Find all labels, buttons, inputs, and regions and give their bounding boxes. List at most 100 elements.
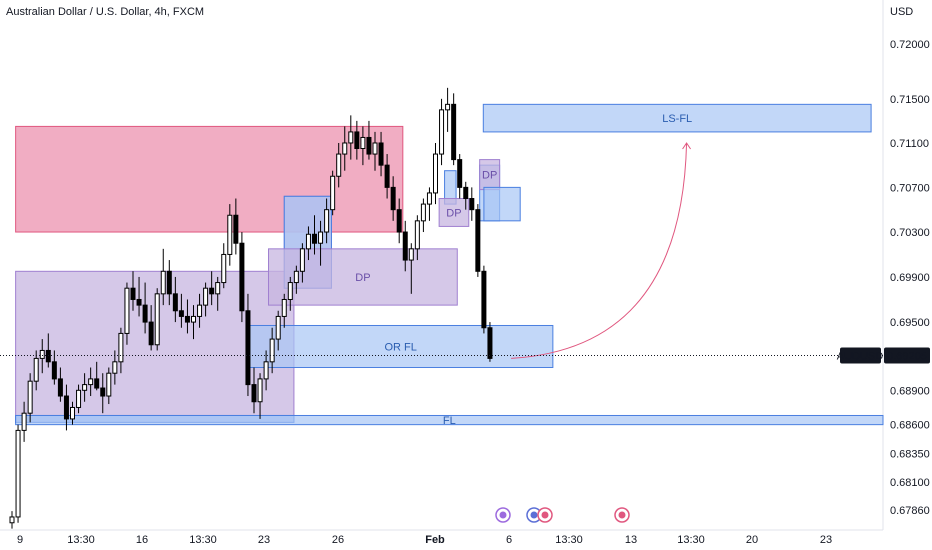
x-tick-label: 13:30 bbox=[189, 534, 217, 546]
candle-body bbox=[463, 186, 469, 200]
y-tick-label: 0.68100 bbox=[890, 477, 930, 489]
zone-blue-13[interactable] bbox=[483, 186, 521, 222]
candle-body bbox=[318, 231, 324, 244]
candle-body bbox=[148, 321, 154, 346]
candle-body bbox=[263, 361, 269, 380]
candle-body bbox=[136, 298, 142, 306]
symbol-tag bbox=[840, 347, 881, 364]
zone-label: LS-FL bbox=[662, 113, 692, 125]
x-tick-label: 23 bbox=[820, 534, 832, 546]
lightning-icon-dot bbox=[499, 511, 507, 519]
candle-body bbox=[451, 103, 457, 161]
candle-body bbox=[166, 270, 172, 295]
y-tick-label: 0.67860 bbox=[890, 505, 930, 517]
y-tick-label: 0.68600 bbox=[890, 420, 930, 432]
x-tick-label: 13 bbox=[625, 534, 637, 546]
x-tick-label: 20 bbox=[746, 534, 758, 546]
currency-label: USD bbox=[890, 6, 914, 18]
candle-body bbox=[457, 159, 463, 188]
candle-body bbox=[354, 131, 360, 150]
candle-body bbox=[45, 349, 51, 363]
zone-label: DP bbox=[446, 207, 461, 219]
candle-body bbox=[330, 175, 336, 211]
x-tick-label: Feb bbox=[425, 534, 445, 546]
candle-body bbox=[475, 209, 481, 272]
y-tick-label: 0.71500 bbox=[890, 94, 930, 106]
candle-body bbox=[372, 142, 378, 155]
candle-body bbox=[51, 361, 57, 380]
event-flag-icon[interactable] bbox=[614, 507, 630, 523]
x-tick-label: 23 bbox=[258, 534, 270, 546]
candle-body bbox=[384, 164, 390, 188]
y-tick-label: 0.72000 bbox=[890, 39, 930, 51]
candle-body bbox=[281, 298, 287, 317]
candle-body bbox=[348, 131, 354, 144]
candle-body bbox=[336, 153, 342, 177]
candle-body bbox=[251, 384, 257, 403]
candle-body bbox=[433, 153, 438, 194]
candle-body bbox=[76, 389, 82, 408]
x-tick-label: 6 bbox=[506, 534, 512, 546]
event-flag-icon-dot bbox=[530, 511, 538, 519]
candle-body bbox=[33, 357, 39, 382]
candle-body bbox=[82, 384, 88, 391]
y-tick-label: 0.69500 bbox=[890, 317, 930, 329]
candle-body bbox=[203, 287, 209, 306]
arrow-head-icon bbox=[682, 142, 691, 150]
candle-body bbox=[21, 412, 27, 431]
y-tick-label: 0.70700 bbox=[890, 182, 930, 194]
candle-body bbox=[178, 310, 184, 317]
candle-body bbox=[215, 282, 221, 295]
x-tick-label: 13:30 bbox=[555, 534, 583, 546]
candle-body bbox=[378, 142, 384, 166]
x-tick-label: 26 bbox=[332, 534, 344, 546]
candle-body bbox=[63, 395, 69, 420]
candle-body bbox=[142, 304, 148, 323]
candle-body bbox=[94, 378, 100, 389]
zone-fl[interactable] bbox=[15, 414, 884, 426]
x-tick-label: 9 bbox=[17, 534, 23, 546]
last-price-value: 0.69205 bbox=[887, 351, 927, 363]
y-tick-label: 0.68350 bbox=[890, 448, 930, 460]
y-tick-label: 0.68900 bbox=[890, 385, 930, 397]
candle-body bbox=[305, 233, 311, 250]
candle-body bbox=[439, 109, 445, 155]
y-tick-label: 0.71100 bbox=[890, 138, 929, 150]
candle-body bbox=[209, 287, 215, 295]
candle-body bbox=[154, 293, 160, 346]
candle-body bbox=[293, 270, 299, 284]
candle-body bbox=[390, 186, 396, 211]
candle-body bbox=[184, 315, 190, 323]
candle-body bbox=[27, 380, 33, 414]
candle-body bbox=[172, 293, 178, 312]
lightning-icon[interactable] bbox=[495, 507, 511, 523]
candle-body bbox=[197, 304, 203, 317]
candle-body bbox=[239, 242, 245, 312]
candle-body bbox=[287, 282, 293, 300]
candle-body bbox=[57, 378, 63, 397]
event-flag-icon[interactable] bbox=[537, 507, 553, 523]
candle-body bbox=[312, 233, 317, 244]
zone-ls-fl[interactable] bbox=[482, 103, 872, 133]
chart-title: Australian Dollar / U.S. Dollar, 4h, FXC… bbox=[6, 6, 205, 18]
candle-body bbox=[366, 136, 372, 155]
candle-body bbox=[299, 248, 305, 272]
candle-body bbox=[106, 372, 112, 397]
candle-body bbox=[221, 253, 227, 284]
candle-body bbox=[342, 142, 348, 155]
event-flag-icon-dot bbox=[618, 511, 626, 519]
candle-body bbox=[396, 209, 402, 233]
candle-body bbox=[408, 248, 414, 261]
x-tick-label: 16 bbox=[136, 534, 148, 546]
candle-body bbox=[112, 361, 118, 374]
candle-body bbox=[245, 310, 251, 386]
zone-or-fl[interactable] bbox=[248, 324, 554, 369]
y-tick-label: 0.70300 bbox=[890, 227, 930, 239]
candle-body bbox=[275, 315, 281, 340]
candle-body bbox=[227, 214, 233, 255]
candle-body bbox=[324, 209, 330, 233]
candle-body bbox=[445, 103, 451, 111]
zone-dp[interactable] bbox=[438, 198, 470, 227]
candle-body bbox=[160, 270, 166, 295]
